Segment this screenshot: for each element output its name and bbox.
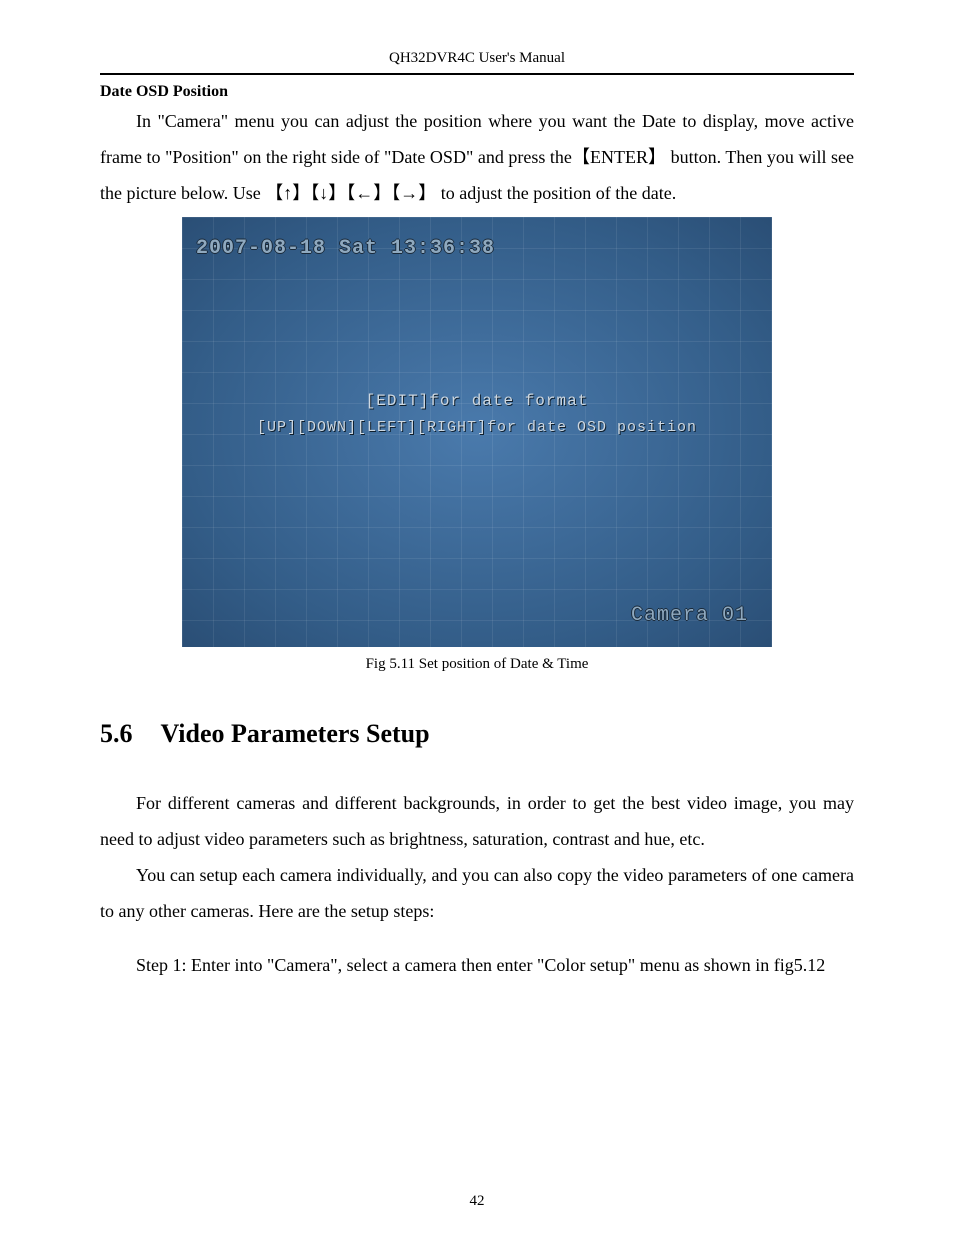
subsection-title: Date OSD Position [100,83,854,101]
dvr-screenshot: 2007-08-18 Sat 13:36:38 [EDIT]for date f… [182,217,772,647]
paragraph-video-copy: You can setup each camera individually, … [100,857,854,929]
figure-caption: Fig 5.11 Set position of Date & Time [100,656,854,673]
paragraph-intro-text: In "Camera" menu you can adjust the posi… [100,111,854,203]
section-heading: 5.6 Video Parameters Setup [100,719,854,749]
osd-date-overlay: 2007-08-18 Sat 13:36:38 [196,237,495,260]
section-number: 5.6 [100,719,133,749]
osd-hint-arrows: [UP][DOWN][LEFT][RIGHT]for date OSD posi… [182,419,772,436]
osd-camera-label: Camera 01 [631,604,748,627]
paragraph-video-intro: For different cameras and different back… [100,785,854,857]
section-title: Video Parameters Setup [161,719,430,748]
osd-hint-edit: [EDIT]for date format [182,392,772,410]
paragraph-step1: Step 1: Enter into "Camera", select a ca… [100,947,854,983]
manual-page: QH32DVR4C User's Manual Date OSD Positio… [0,0,954,1250]
figure-wrap: 2007-08-18 Sat 13:36:38 [EDIT]for date f… [100,217,854,673]
paragraph-intro: In "Camera" menu you can adjust the posi… [100,103,854,211]
running-header: QH32DVR4C User's Manual [100,50,854,75]
page-number: 42 [100,1193,854,1210]
